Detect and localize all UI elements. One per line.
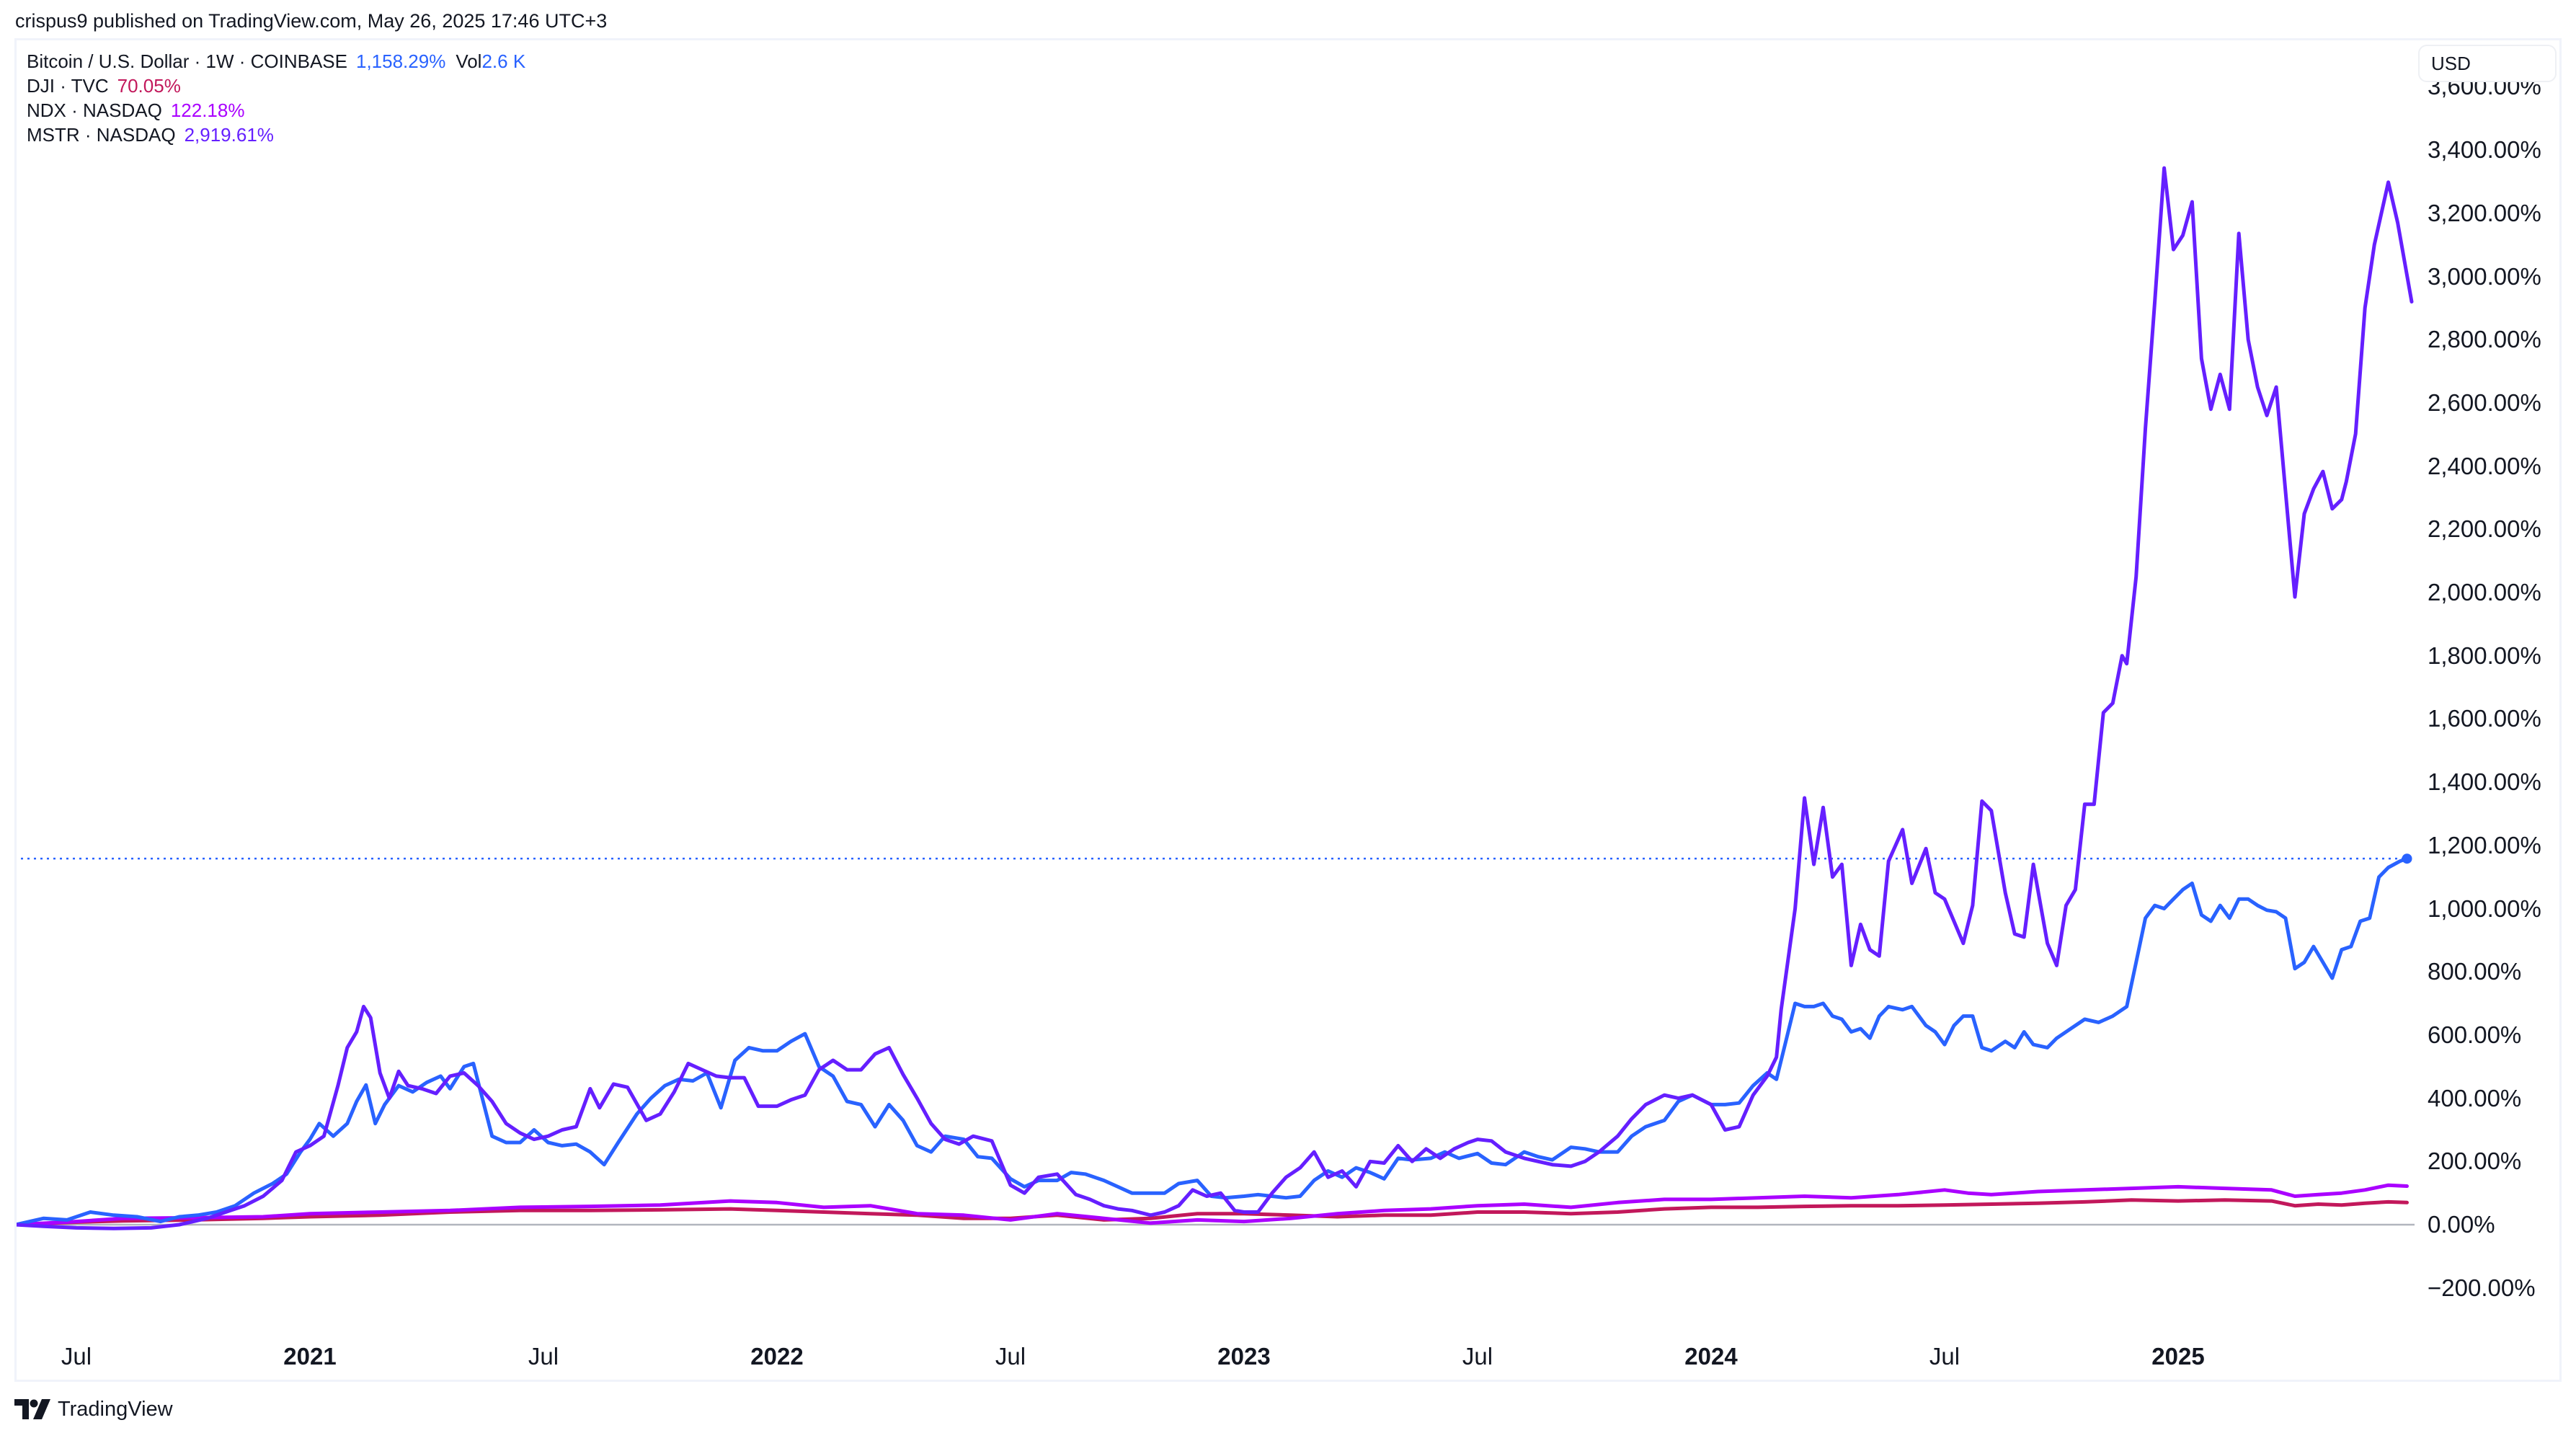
legend-label-mstr: MSTR · NASDAQ xyxy=(27,124,176,146)
tradingview-logo[interactable]: TradingView xyxy=(14,1398,173,1421)
currency-button[interactable]: USD xyxy=(2418,45,2557,82)
legend: Bitcoin / U.S. Dollar · 1W · COINBASE 1,1… xyxy=(27,49,525,147)
last-price-dot xyxy=(2402,853,2412,864)
y-tick-label: 600.00% xyxy=(2428,1021,2522,1048)
y-tick-label: 2,200.00% xyxy=(2428,515,2541,543)
x-tick-label: Jul xyxy=(528,1343,559,1370)
tradingview-brand-text: TradingView xyxy=(58,1397,173,1421)
y-tick-label: 2,000.00% xyxy=(2428,579,2541,605)
y-tick-label: 1,600.00% xyxy=(2428,705,2541,732)
x-tick-label: Jul xyxy=(1929,1343,1960,1370)
y-tick-label: 1,000.00% xyxy=(2428,895,2541,922)
series-dji[interactable] xyxy=(16,1198,2409,1227)
legend-row-btcusd[interactable]: Bitcoin / U.S. Dollar · 1W · COINBASE 1,1… xyxy=(27,49,525,74)
legend-vol-value: 2.6 K xyxy=(481,50,526,72)
legend-label-dji: DJI · TVC xyxy=(27,75,109,97)
x-tick-label: 2025 xyxy=(2151,1343,2205,1370)
legend-value-btcusd: 1,158.29% xyxy=(355,50,446,72)
y-tick-label: 0.00% xyxy=(2428,1211,2495,1238)
legend-label-btcusd: Bitcoin / U.S. Dollar · 1W · COINBASE xyxy=(27,50,347,72)
legend-value-mstr: 2,919.61% xyxy=(184,124,274,146)
y-tick-label: 3,000.00% xyxy=(2428,262,2541,290)
y-tick-label: 3,400.00% xyxy=(2428,136,2541,164)
x-tick-label: 2022 xyxy=(750,1343,804,1370)
chart-frame xyxy=(14,38,2562,1382)
y-tick-label: 2,600.00% xyxy=(2428,389,2541,416)
x-tick-label: Jul xyxy=(61,1343,92,1370)
legend-value-dji: 70.05% xyxy=(117,75,181,97)
legend-row-mstr[interactable]: MSTR · NASDAQ 2,919.61% xyxy=(27,123,525,147)
tradingview-logo-icon xyxy=(14,1399,50,1419)
y-tick-label: 800.00% xyxy=(2428,958,2522,985)
y-tick-label: −200.00% xyxy=(2428,1274,2536,1301)
y-tick-label: 3,200.00% xyxy=(2428,199,2541,226)
y-tick-label: 1,200.00% xyxy=(2428,831,2541,859)
legend-value-ndx: 122.18% xyxy=(170,99,245,121)
x-tick-label: 2023 xyxy=(1217,1343,1271,1370)
x-tick-label: Jul xyxy=(995,1343,1026,1370)
legend-vol-label: Vol xyxy=(456,50,482,72)
y-tick-label: 2,400.00% xyxy=(2428,452,2541,479)
x-tick-label: 2021 xyxy=(283,1343,337,1370)
series-btcusd[interactable] xyxy=(16,856,2409,1227)
y-tick-label: 1,400.00% xyxy=(2428,768,2541,796)
y-tick-label: 2,800.00% xyxy=(2428,326,2541,353)
series-mstr[interactable] xyxy=(16,166,2414,1230)
published-info: crispus9 published on TradingView.com, M… xyxy=(15,10,608,32)
legend-row-ndx[interactable]: NDX · NASDAQ 122.18% xyxy=(27,98,525,123)
x-tick-label: Jul xyxy=(1462,1343,1493,1370)
y-tick-label: 1,800.00% xyxy=(2428,642,2541,669)
x-tick-label: 2024 xyxy=(1684,1343,1738,1370)
series-ndx[interactable] xyxy=(16,1183,2409,1227)
y-tick-label: 200.00% xyxy=(2428,1148,2522,1175)
y-tick-label: 400.00% xyxy=(2428,1084,2522,1112)
legend-label-ndx: NDX · NASDAQ xyxy=(27,99,162,121)
legend-row-dji[interactable]: DJI · TVC 70.05% xyxy=(27,74,525,98)
